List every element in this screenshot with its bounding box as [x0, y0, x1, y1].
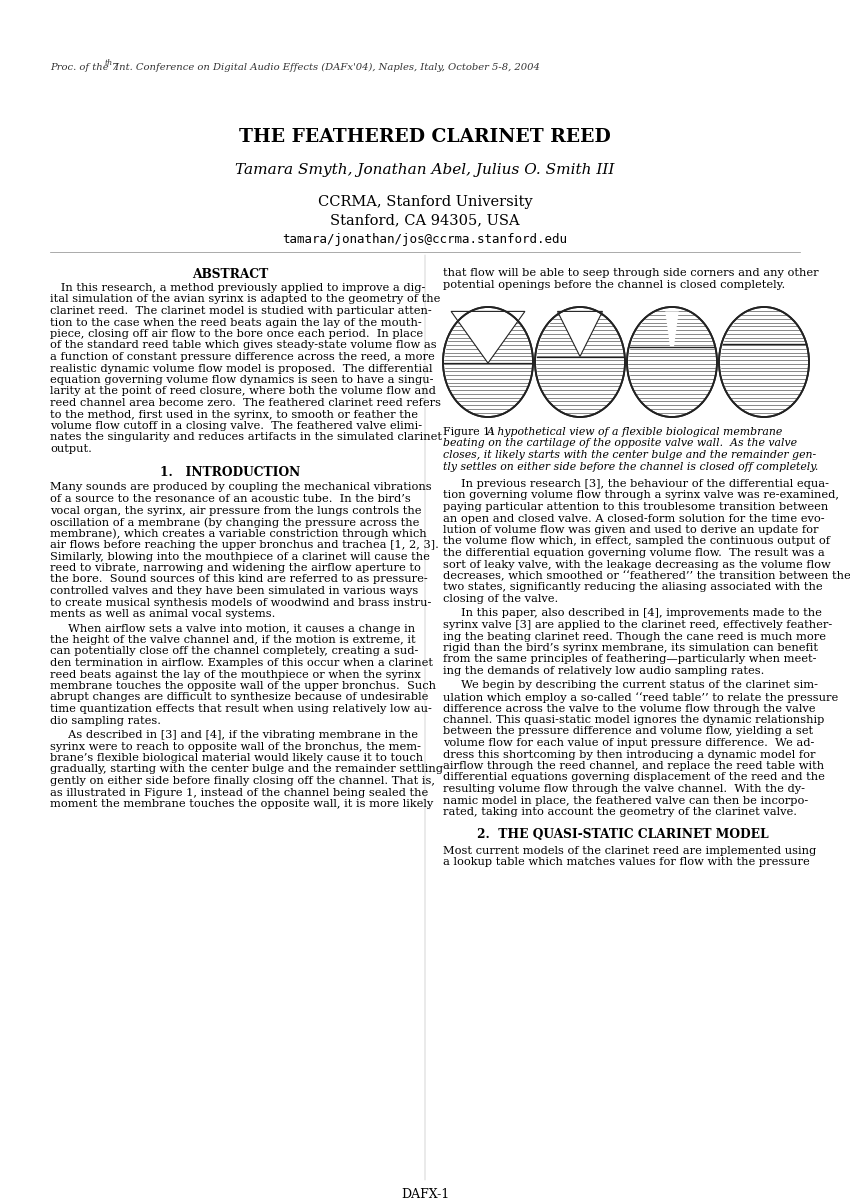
Text: lution of volume flow was given and used to derive an update for: lution of volume flow was given and used… [443, 525, 819, 535]
Text: tion to the case when the reed beats again the lay of the mouth-: tion to the case when the reed beats aga… [50, 318, 422, 327]
Text: reed to vibrate, narrowing and widening the airflow aperture to: reed to vibrate, narrowing and widening … [50, 563, 421, 573]
Text: piece, closing off air flow to the bore once each period.  In place: piece, closing off air flow to the bore … [50, 328, 423, 339]
Text: decreases, which smoothed or ‘‘feathered’’ the transition between the: decreases, which smoothed or ‘‘feathered… [443, 571, 850, 581]
Text: a lookup table which matches values for flow with the pressure: a lookup table which matches values for … [443, 857, 810, 867]
Text: In this research, a method previously applied to improve a dig-: In this research, a method previously ap… [50, 283, 425, 294]
Text: ing the demands of relatively low audio sampling rates.: ing the demands of relatively low audio … [443, 666, 764, 676]
Text: resulting volume flow through the valve channel.  With the dy-: resulting volume flow through the valve … [443, 784, 805, 794]
Text: ing the beating clarinet reed. Though the cane reed is much more: ing the beating clarinet reed. Though th… [443, 632, 826, 641]
Text: abrupt changes are difficult to synthesize because of undesirable: abrupt changes are difficult to synthesi… [50, 693, 428, 703]
Text: th: th [105, 59, 113, 67]
Text: equation governing volume flow dynamics is seen to have a singu-: equation governing volume flow dynamics … [50, 375, 434, 385]
Polygon shape [558, 312, 603, 356]
Text: volume flow for each value of input pressure difference.  We ad-: volume flow for each value of input pres… [443, 737, 814, 748]
Text: ital simulation of the avian syrinx is adapted to the geometry of the: ital simulation of the avian syrinx is a… [50, 295, 440, 304]
Text: Stanford, CA 94305, USA: Stanford, CA 94305, USA [330, 213, 520, 227]
Text: an open and closed valve. A closed-form solution for the time evo-: an open and closed valve. A closed-form … [443, 514, 824, 523]
Text: difference across the valve to the volume flow through the valve: difference across the valve to the volum… [443, 704, 815, 713]
Text: to the method, first used in the syrinx, to smooth or feather the: to the method, first used in the syrinx,… [50, 409, 418, 420]
Text: Similarly, blowing into the mouthpiece of a clarinet will cause the: Similarly, blowing into the mouthpiece o… [50, 551, 430, 562]
Text: can potentially close off the channel completely, creating a sud-: can potentially close off the channel co… [50, 646, 418, 657]
Text: airflow through the reed channel, and replace the reed table with: airflow through the reed channel, and re… [443, 761, 824, 771]
Text: of a source to the resonance of an acoustic tube.  In the bird’s: of a source to the resonance of an acous… [50, 494, 411, 504]
Text: larity at the point of reed closure, where both the volume flow and: larity at the point of reed closure, whe… [50, 386, 436, 397]
Text: closes, it likely starts with the center bulge and the remainder gen-: closes, it likely starts with the center… [443, 450, 816, 460]
Text: syrinx were to reach to opposite wall of the bronchus, the mem-: syrinx were to reach to opposite wall of… [50, 741, 421, 752]
Text: We begin by describing the current status of the clarinet sim-: We begin by describing the current statu… [443, 681, 818, 691]
Text: time quantization effects that result when using relatively low au-: time quantization effects that result wh… [50, 704, 432, 715]
Text: ulation which employ a so-called ‘‘reed table’’ to relate the pressure: ulation which employ a so-called ‘‘reed … [443, 692, 838, 703]
Text: Tamara Smyth, Jonathan Abel, Julius O. Smith III: Tamara Smyth, Jonathan Abel, Julius O. S… [235, 162, 615, 177]
Text: the volume flow which, in effect, sampled the continuous output of: the volume flow which, in effect, sample… [443, 537, 830, 546]
Text: DAFX-1: DAFX-1 [401, 1189, 449, 1201]
Text: syrinx valve [3] are applied to the clarinet reed, effectively feather-: syrinx valve [3] are applied to the clar… [443, 620, 832, 630]
Text: ABSTRACT: ABSTRACT [192, 268, 268, 282]
Text: as illustrated in Figure 1, instead of the channel being sealed the: as illustrated in Figure 1, instead of t… [50, 788, 428, 798]
Text: gently on either side before finally closing off the channel. That is,: gently on either side before finally clo… [50, 776, 435, 786]
Text: the differential equation governing volume flow.  The result was a: the differential equation governing volu… [443, 549, 824, 558]
Text: gradually, starting with the center bulge and the remainder settling: gradually, starting with the center bulg… [50, 764, 443, 775]
Text: vocal organ, the syrinx, air pressure from the lungs controls the: vocal organ, the syrinx, air pressure fr… [50, 505, 422, 516]
Text: paying particular attention to this troublesome transition between: paying particular attention to this trou… [443, 502, 828, 512]
Text: a function of constant pressure difference across the reed, a more: a function of constant pressure differen… [50, 352, 434, 362]
Text: that flow will be able to seep through side corners and any other: that flow will be able to seep through s… [443, 268, 819, 278]
Text: the height of the valve channel and, if the motion is extreme, it: the height of the valve channel and, if … [50, 635, 416, 645]
Polygon shape [451, 312, 525, 363]
Text: den termination in airflow. Examples of this occur when a clarinet: den termination in airflow. Examples of … [50, 658, 433, 668]
Text: tly settles on either side before the channel is closed off completely.: tly settles on either side before the ch… [443, 462, 819, 472]
Text: to create musical synthesis models of woodwind and brass instru-: to create musical synthesis models of wo… [50, 598, 431, 608]
Text: reed channel area become zero.  The feathered clarinet reed refers: reed channel area become zero. The feath… [50, 398, 441, 408]
Text: Figure 1:: Figure 1: [443, 427, 501, 437]
Text: namic model in place, the feathered valve can then be incorpo-: namic model in place, the feathered valv… [443, 795, 808, 806]
Text: the bore.  Sound sources of this kind are referred to as pressure-: the bore. Sound sources of this kind are… [50, 575, 428, 585]
Text: ments as well as animal vocal systems.: ments as well as animal vocal systems. [50, 609, 275, 620]
Text: membrane), which creates a variable constriction through which: membrane), which creates a variable cons… [50, 528, 427, 539]
Text: oscillation of a membrane (by changing the pressure across the: oscillation of a membrane (by changing t… [50, 517, 419, 528]
Text: channel. This quasi-static model ignores the dynamic relationship: channel. This quasi-static model ignores… [443, 715, 824, 725]
Text: tamara/jonathan/jos@ccrma.stanford.edu: tamara/jonathan/jos@ccrma.stanford.edu [282, 233, 568, 245]
Text: membrane touches the opposite wall of the upper bronchus.  Such: membrane touches the opposite wall of th… [50, 681, 436, 691]
Text: THE FEATHERED CLARINET REED: THE FEATHERED CLARINET REED [239, 128, 611, 146]
Text: from the same principles of feathering—particularly when meet-: from the same principles of feathering—p… [443, 654, 817, 664]
Text: potential openings before the channel is closed completely.: potential openings before the channel is… [443, 279, 785, 290]
Polygon shape [666, 312, 679, 346]
Text: 1.   INTRODUCTION: 1. INTRODUCTION [160, 466, 300, 479]
Text: two states, significantly reducing the aliasing associated with the: two states, significantly reducing the a… [443, 582, 823, 593]
Text: Int. Conference on Digital Audio Effects (DAFx'04), Naples, Italy, October 5-8, : Int. Conference on Digital Audio Effects… [112, 63, 540, 72]
Text: In this paper, also described in [4], improvements made to the: In this paper, also described in [4], im… [443, 609, 822, 618]
Text: dio sampling rates.: dio sampling rates. [50, 716, 161, 725]
Text: closing of the valve.: closing of the valve. [443, 594, 558, 604]
Text: dress this shortcoming by then introducing a dynamic model for: dress this shortcoming by then introduci… [443, 749, 815, 759]
Text: rigid than the bird’s syrinx membrane, its simulation can benefit: rigid than the bird’s syrinx membrane, i… [443, 642, 818, 653]
Text: Most current models of the clarinet reed are implemented using: Most current models of the clarinet reed… [443, 846, 816, 855]
Text: of the standard reed table which gives steady-state volume flow as: of the standard reed table which gives s… [50, 340, 437, 350]
Text: between the pressure difference and volume flow, yielding a set: between the pressure difference and volu… [443, 727, 813, 736]
Text: A hypothetical view of a flexible biological membrane: A hypothetical view of a flexible biolog… [487, 427, 783, 437]
Text: air flows before reaching the upper bronchus and trachea [1, 2, 3].: air flows before reaching the upper bron… [50, 540, 439, 550]
Text: rated, taking into account the geometry of the clarinet valve.: rated, taking into account the geometry … [443, 807, 797, 817]
Text: realistic dynamic volume flow model is proposed.  The differential: realistic dynamic volume flow model is p… [50, 363, 433, 373]
Text: moment the membrane touches the opposite wall, it is more likely: moment the membrane touches the opposite… [50, 799, 434, 808]
Text: beating on the cartilage of the opposite valve wall.  As the valve: beating on the cartilage of the opposite… [443, 439, 797, 449]
Text: When airflow sets a valve into motion, it causes a change in: When airflow sets a valve into motion, i… [50, 623, 415, 634]
Text: 2.  THE QUASI-STATIC CLARINET MODEL: 2. THE QUASI-STATIC CLARINET MODEL [477, 829, 768, 842]
Text: sort of leaky valve, with the leakage decreasing as the volume flow: sort of leaky valve, with the leakage de… [443, 559, 830, 569]
Text: Proc. of the 7: Proc. of the 7 [50, 63, 118, 72]
Text: In previous research [3], the behaviour of the differential equa-: In previous research [3], the behaviour … [443, 479, 829, 488]
Text: reed beats against the lay of the mouthpiece or when the syrinx: reed beats against the lay of the mouthp… [50, 670, 421, 680]
Text: output.: output. [50, 444, 92, 454]
Text: volume flow cutoff in a closing valve.  The feathered valve elimi-: volume flow cutoff in a closing valve. T… [50, 421, 422, 431]
Text: nates the singularity and reduces artifacts in the simulated clarinet: nates the singularity and reduces artifa… [50, 433, 442, 443]
Text: As described in [3] and [4], if the vibrating membrane in the: As described in [3] and [4], if the vibr… [50, 730, 418, 740]
Text: clarinet reed.  The clarinet model is studied with particular atten-: clarinet reed. The clarinet model is stu… [50, 306, 432, 316]
Text: controlled valves and they have been simulated in various ways: controlled valves and they have been sim… [50, 586, 418, 595]
Text: Many sounds are produced by coupling the mechanical vibrations: Many sounds are produced by coupling the… [50, 482, 432, 492]
Text: differential equations governing displacement of the reed and the: differential equations governing displac… [443, 772, 824, 782]
Text: tion governing volume flow through a syrinx valve was re-examined,: tion governing volume flow through a syr… [443, 491, 839, 500]
Text: CCRMA, Stanford University: CCRMA, Stanford University [318, 195, 532, 209]
Text: brane’s flexible biological material would likely cause it to touch: brane’s flexible biological material wou… [50, 753, 423, 763]
